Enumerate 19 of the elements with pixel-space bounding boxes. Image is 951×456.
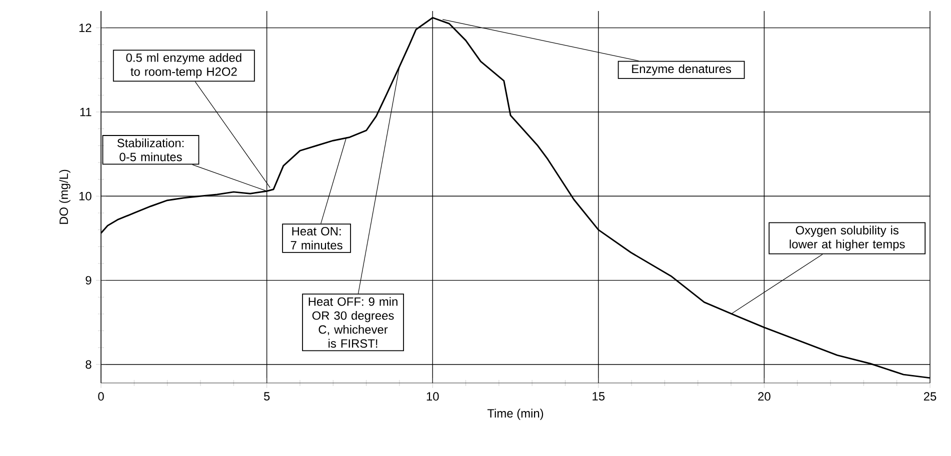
- annotation: Heat ON: 7 minutes: [290, 227, 342, 250]
- x-axis-title: Time (min): [487, 408, 544, 420]
- x-tick-label: 20: [758, 392, 770, 401]
- annotation: Oxygen solubility is lower at higher temps: [790, 226, 905, 251]
- annotation: Heat OFF: 9 min OR 30 degrees C, whichever is FIRST!: [308, 297, 398, 348]
- y-tick-label: 11: [80, 108, 92, 116]
- y-tick-label: 12: [79, 24, 92, 32]
- y-axis-title: DO (mg/L): [59, 170, 70, 224]
- x-tick-label: 15: [592, 392, 605, 401]
- annotation: Enzyme denatures: [632, 64, 732, 76]
- x-tick-label: 25: [924, 392, 936, 401]
- annotation: Stabilization: 0-5 minutes: [117, 138, 184, 162]
- x-tick-label: 0: [98, 392, 104, 401]
- y-tick-label: 10: [79, 192, 92, 200]
- y-tick-label: 9: [86, 276, 92, 285]
- annotation: 0.5 ml enzyme added to room-temp H2O2: [126, 53, 242, 78]
- x-tick-label: 10: [426, 392, 439, 401]
- y-tick-label: 8: [86, 360, 92, 369]
- x-tick-label: 5: [264, 392, 270, 401]
